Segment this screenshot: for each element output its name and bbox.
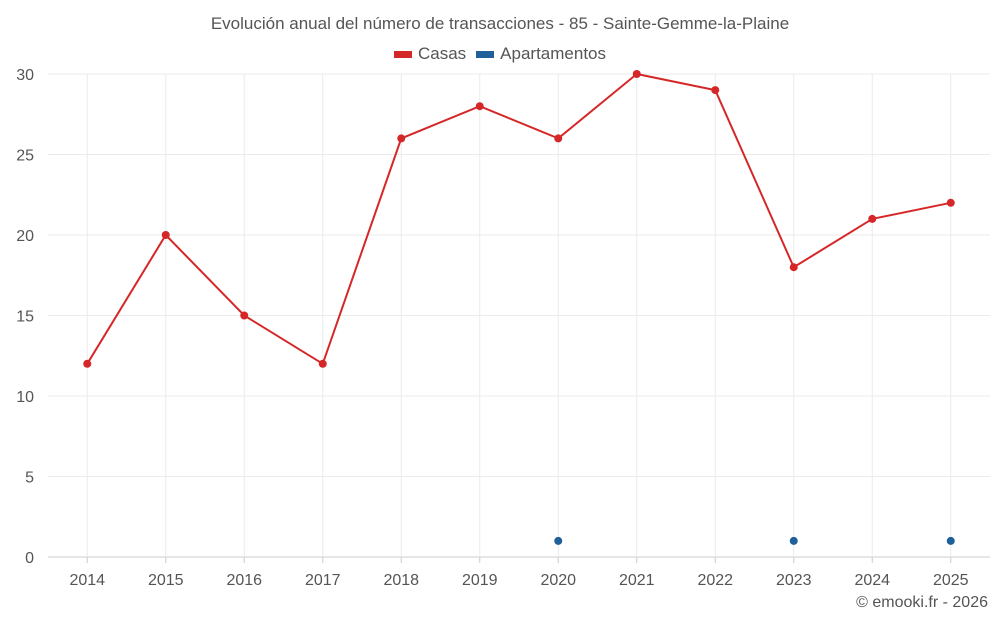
data-point-casas — [946, 198, 955, 207]
x-tick-label: 2022 — [697, 572, 733, 589]
x-tick-label: 2024 — [854, 572, 890, 589]
x-tick-label: 2015 — [148, 572, 184, 589]
copyright-text: © emooki.fr - 2026 — [856, 594, 988, 611]
y-tick-label: 30 — [16, 67, 34, 84]
data-point-casas — [475, 102, 484, 111]
legend-swatch-casas — [393, 50, 412, 58]
legend-item-apartamentos[interactable]: Apartamentos — [476, 44, 606, 64]
legend-swatch-apartamentos — [476, 50, 495, 58]
x-tick-label: 2021 — [619, 572, 655, 589]
x-tick-label: 2018 — [383, 572, 419, 589]
y-tick-label: 15 — [16, 309, 34, 326]
legend-label-casas: Casas — [417, 44, 467, 63]
legend-item-casas[interactable]: Casas — [393, 44, 467, 64]
y-tick-label: 10 — [16, 389, 34, 406]
data-point-casas — [711, 86, 720, 95]
x-tick-label: 2025 — [933, 572, 969, 589]
data-point-casas — [240, 311, 249, 320]
x-tick-label: 2017 — [305, 572, 341, 589]
data-point-apartamentos — [789, 536, 798, 545]
series-line-casas — [86, 72, 951, 366]
y-tick-label: 0 — [25, 550, 34, 567]
x-tick-label: 2014 — [69, 572, 105, 589]
y-tick-label: 25 — [16, 148, 34, 165]
data-point-casas — [161, 231, 170, 239]
data-point-casas — [397, 134, 406, 143]
y-tick-label: 5 — [25, 470, 34, 487]
y-tick-label: 20 — [16, 228, 34, 245]
data-point-casas — [318, 359, 327, 368]
x-tick-label: 2016 — [226, 572, 262, 589]
chart-title: Evolución anual del número de transaccio… — [210, 14, 790, 33]
x-tick-label: 2019 — [462, 572, 498, 589]
data-point-apartamentos — [946, 536, 955, 545]
data-point-casas — [554, 134, 563, 143]
data-point-apartamentos — [554, 536, 563, 545]
x-tick-label: 2020 — [540, 572, 576, 589]
data-point-casas — [868, 214, 877, 223]
data-point-casas — [632, 70, 641, 78]
data-point-casas — [83, 359, 92, 368]
legend: Casas Apartamentos — [0, 44, 1000, 64]
x-tick-label: 2023 — [776, 572, 812, 589]
data-point-casas — [789, 263, 798, 272]
legend-label-apartamentos: Apartamentos — [500, 44, 607, 63]
